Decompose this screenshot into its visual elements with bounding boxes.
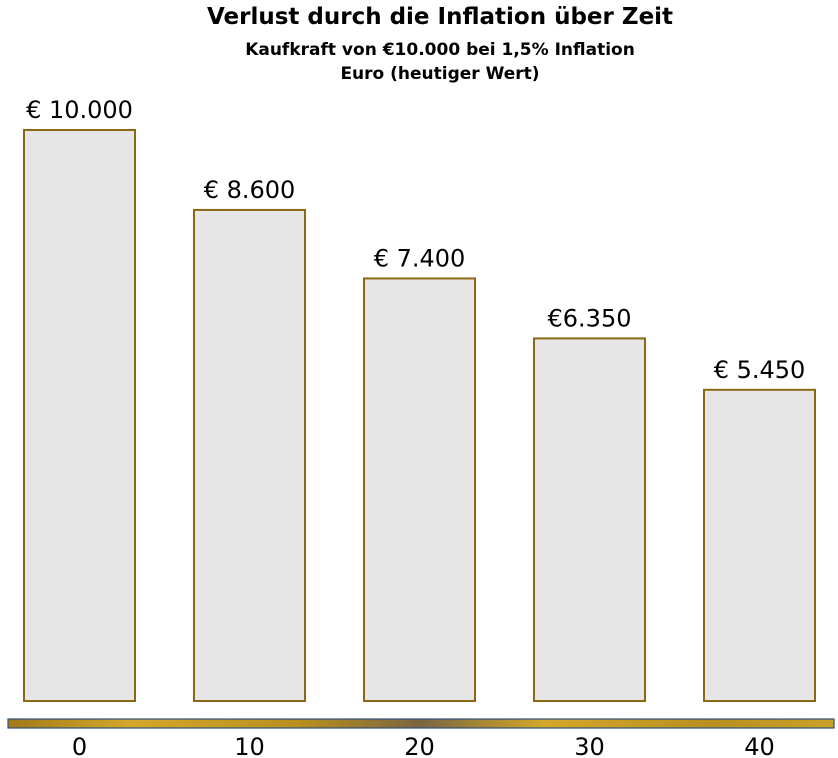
- data-label-30: €6.350: [548, 304, 632, 332]
- x-axis-band: [7, 718, 835, 729]
- bar-30: [533, 337, 646, 702]
- bars-group: [23, 129, 816, 702]
- bar-40: [703, 388, 816, 702]
- data-label-10: € 8.600: [204, 176, 296, 204]
- x-tick-label-10: 10: [234, 733, 265, 758]
- data-label-40: € 5.450: [714, 356, 806, 384]
- x-tick-labels-group: 0 10 20 30 40: [72, 733, 775, 758]
- x-tick-label-30: 30: [574, 733, 605, 758]
- chart-unit-subtitle: Euro (heutiger Wert): [340, 64, 540, 84]
- bar-0: [23, 129, 136, 702]
- bar-20: [363, 277, 476, 702]
- chart-title: Verlust durch die Inflation über Zeit: [206, 4, 674, 30]
- x-tick-label-20: 20: [404, 733, 435, 758]
- x-tick-label-0: 0: [72, 733, 87, 758]
- data-labels-group: € 10.000 € 8.600 € 7.400 €6.350 € 5.450: [26, 96, 805, 384]
- chart-subtitle: Kaufkraft von €10.000 bei 1,5% Inflation: [245, 40, 635, 60]
- x-tick-label-40: 40: [744, 733, 775, 758]
- data-label-20: € 7.400: [374, 244, 466, 272]
- bar-10: [193, 208, 306, 702]
- data-label-0: € 10.000: [26, 96, 133, 124]
